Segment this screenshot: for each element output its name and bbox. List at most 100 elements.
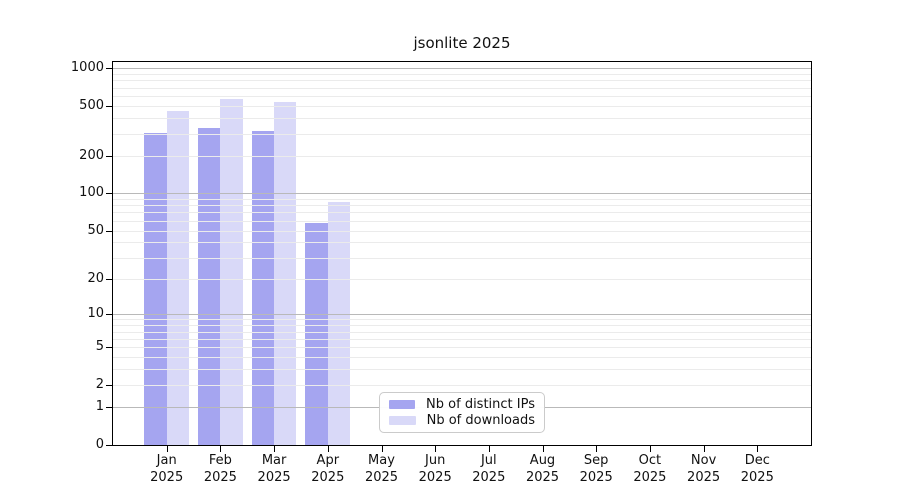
y-tick-mark bbox=[106, 68, 112, 69]
y-tick-mark bbox=[106, 445, 112, 446]
major-gridline bbox=[113, 314, 811, 316]
y-tick-mark bbox=[106, 230, 112, 232]
x-tick-mark bbox=[757, 446, 759, 452]
plot-area bbox=[112, 61, 812, 446]
chart-title: jsonlite 2025 bbox=[413, 34, 511, 52]
minor-gridline bbox=[113, 357, 811, 359]
major-gridline bbox=[113, 68, 811, 69]
x-tick-year: 2025 bbox=[418, 470, 452, 485]
y-tick-label: 0 bbox=[95, 437, 104, 452]
x-tick-label: Aug 2025 bbox=[511, 452, 575, 486]
y-tick-mark bbox=[106, 385, 112, 387]
x-tick-label: Oct 2025 bbox=[618, 452, 682, 486]
x-tick-label: Nov 2025 bbox=[672, 452, 736, 486]
x-tick-label: Dec 2025 bbox=[725, 452, 789, 486]
x-tick-label: Sep 2025 bbox=[564, 452, 628, 486]
minor-gridline bbox=[113, 198, 811, 200]
bar-downloads bbox=[327, 202, 351, 445]
x-tick-label: Jul 2025 bbox=[457, 452, 521, 486]
x-tick-year: 2025 bbox=[740, 470, 774, 485]
bar-downloads bbox=[274, 101, 297, 445]
y-tick-label: 5 bbox=[95, 339, 104, 355]
x-tick-year: 2025 bbox=[687, 470, 721, 485]
grid-layer bbox=[113, 62, 811, 445]
minor-gridline bbox=[113, 133, 811, 135]
y-tick-label: 1 bbox=[95, 399, 104, 415]
legend: Nb of distinct IPs Nb of downloads bbox=[379, 392, 545, 433]
x-tick-year: 2025 bbox=[150, 470, 184, 485]
y-tick-label: 100 bbox=[79, 185, 104, 201]
x-tick-mark bbox=[220, 446, 222, 452]
minor-gridline bbox=[113, 278, 811, 280]
minor-gridline bbox=[113, 331, 811, 333]
legend-label-downloads: Nb of downloads bbox=[426, 413, 535, 429]
x-tick-year: 2025 bbox=[633, 470, 667, 485]
bar-downloads bbox=[220, 99, 243, 445]
bar-distinct-ips bbox=[251, 130, 275, 445]
x-tick-mark bbox=[327, 446, 329, 452]
x-tick-label: Mar 2025 bbox=[242, 452, 306, 486]
minor-gridline bbox=[113, 319, 811, 321]
x-tick-year: 2025 bbox=[579, 470, 613, 485]
minor-gridline bbox=[113, 385, 811, 387]
bar-distinct-ips bbox=[144, 132, 167, 445]
y-tick-mark bbox=[106, 155, 112, 157]
x-tick-mark bbox=[381, 446, 383, 452]
y-tick-label: 10 bbox=[87, 306, 104, 322]
minor-gridline bbox=[113, 230, 811, 232]
minor-gridline bbox=[113, 105, 811, 107]
legend-swatch-downloads bbox=[389, 416, 416, 426]
x-tick-mark bbox=[435, 446, 437, 452]
y-tick-mark bbox=[106, 278, 112, 280]
x-tick-year: 2025 bbox=[472, 470, 506, 485]
x-tick-mark bbox=[703, 446, 705, 452]
y-tick-label: 200 bbox=[79, 147, 104, 163]
x-tick-mark bbox=[542, 446, 544, 452]
x-tick-mark bbox=[274, 446, 276, 452]
y-tick-label: 20 bbox=[87, 270, 104, 286]
bar-downloads bbox=[166, 110, 190, 445]
bar-distinct-ips bbox=[198, 128, 221, 445]
x-tick-year: 2025 bbox=[311, 470, 345, 485]
minor-gridline bbox=[113, 87, 811, 89]
y-tick-mark bbox=[106, 347, 112, 349]
y-tick-label: 50 bbox=[87, 222, 104, 238]
x-tick-year: 2025 bbox=[203, 470, 237, 485]
bar-distinct-ips bbox=[305, 223, 328, 445]
y-tick-mark bbox=[106, 193, 112, 195]
x-tick-label: Jun 2025 bbox=[403, 452, 467, 486]
major-gridline bbox=[113, 193, 811, 195]
legend-item-downloads: Nb of downloads bbox=[389, 413, 535, 428]
minor-gridline bbox=[113, 212, 811, 214]
y-tick-label: 1000 bbox=[70, 60, 104, 75]
x-tick-mark bbox=[488, 446, 490, 452]
minor-gridline bbox=[113, 117, 811, 119]
minor-gridline bbox=[113, 325, 811, 327]
x-tick-label: Apr 2025 bbox=[296, 452, 360, 486]
x-tick-mark bbox=[649, 446, 651, 452]
minor-gridline bbox=[113, 347, 811, 349]
x-tick-year: 2025 bbox=[364, 470, 399, 485]
minor-gridline bbox=[113, 155, 811, 157]
minor-gridline bbox=[113, 80, 811, 82]
y-tick-label: 500 bbox=[79, 97, 104, 113]
legend-item-distinct-ips: Nb of distinct IPs bbox=[389, 397, 535, 412]
y-tick-mark bbox=[106, 314, 112, 316]
legend-label-distinct-ips: Nb of distinct IPs bbox=[426, 396, 535, 412]
y-tick-label: 2 bbox=[95, 377, 104, 393]
minor-gridline bbox=[113, 369, 811, 371]
x-tick-mark bbox=[166, 446, 168, 452]
bars-layer bbox=[113, 62, 811, 445]
x-tick-label: Feb 2025 bbox=[188, 452, 252, 486]
legend-swatch-distinct-ips bbox=[389, 399, 416, 409]
minor-gridline bbox=[113, 242, 811, 244]
minor-gridline bbox=[113, 73, 811, 75]
minor-gridline bbox=[113, 205, 811, 207]
y-tick-mark bbox=[106, 407, 112, 409]
x-tick-year: 2025 bbox=[257, 470, 291, 485]
x-tick-label: May 2025 bbox=[350, 452, 414, 486]
x-tick-label: Jan 2025 bbox=[135, 452, 199, 486]
minor-gridline bbox=[113, 338, 811, 340]
minor-gridline bbox=[113, 257, 811, 259]
